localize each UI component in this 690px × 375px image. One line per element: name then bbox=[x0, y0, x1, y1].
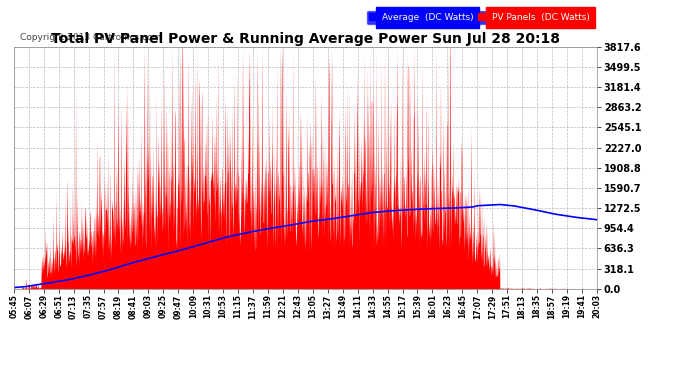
Title: Total PV Panel Power & Running Average Power Sun Jul 28 20:18: Total PV Panel Power & Running Average P… bbox=[51, 32, 560, 46]
Text: Copyright 2013 Cartronics.com: Copyright 2013 Cartronics.com bbox=[19, 33, 161, 42]
Legend: Average  (DC Watts), PV Panels  (DC Watts): Average (DC Watts), PV Panels (DC Watts) bbox=[366, 10, 592, 25]
